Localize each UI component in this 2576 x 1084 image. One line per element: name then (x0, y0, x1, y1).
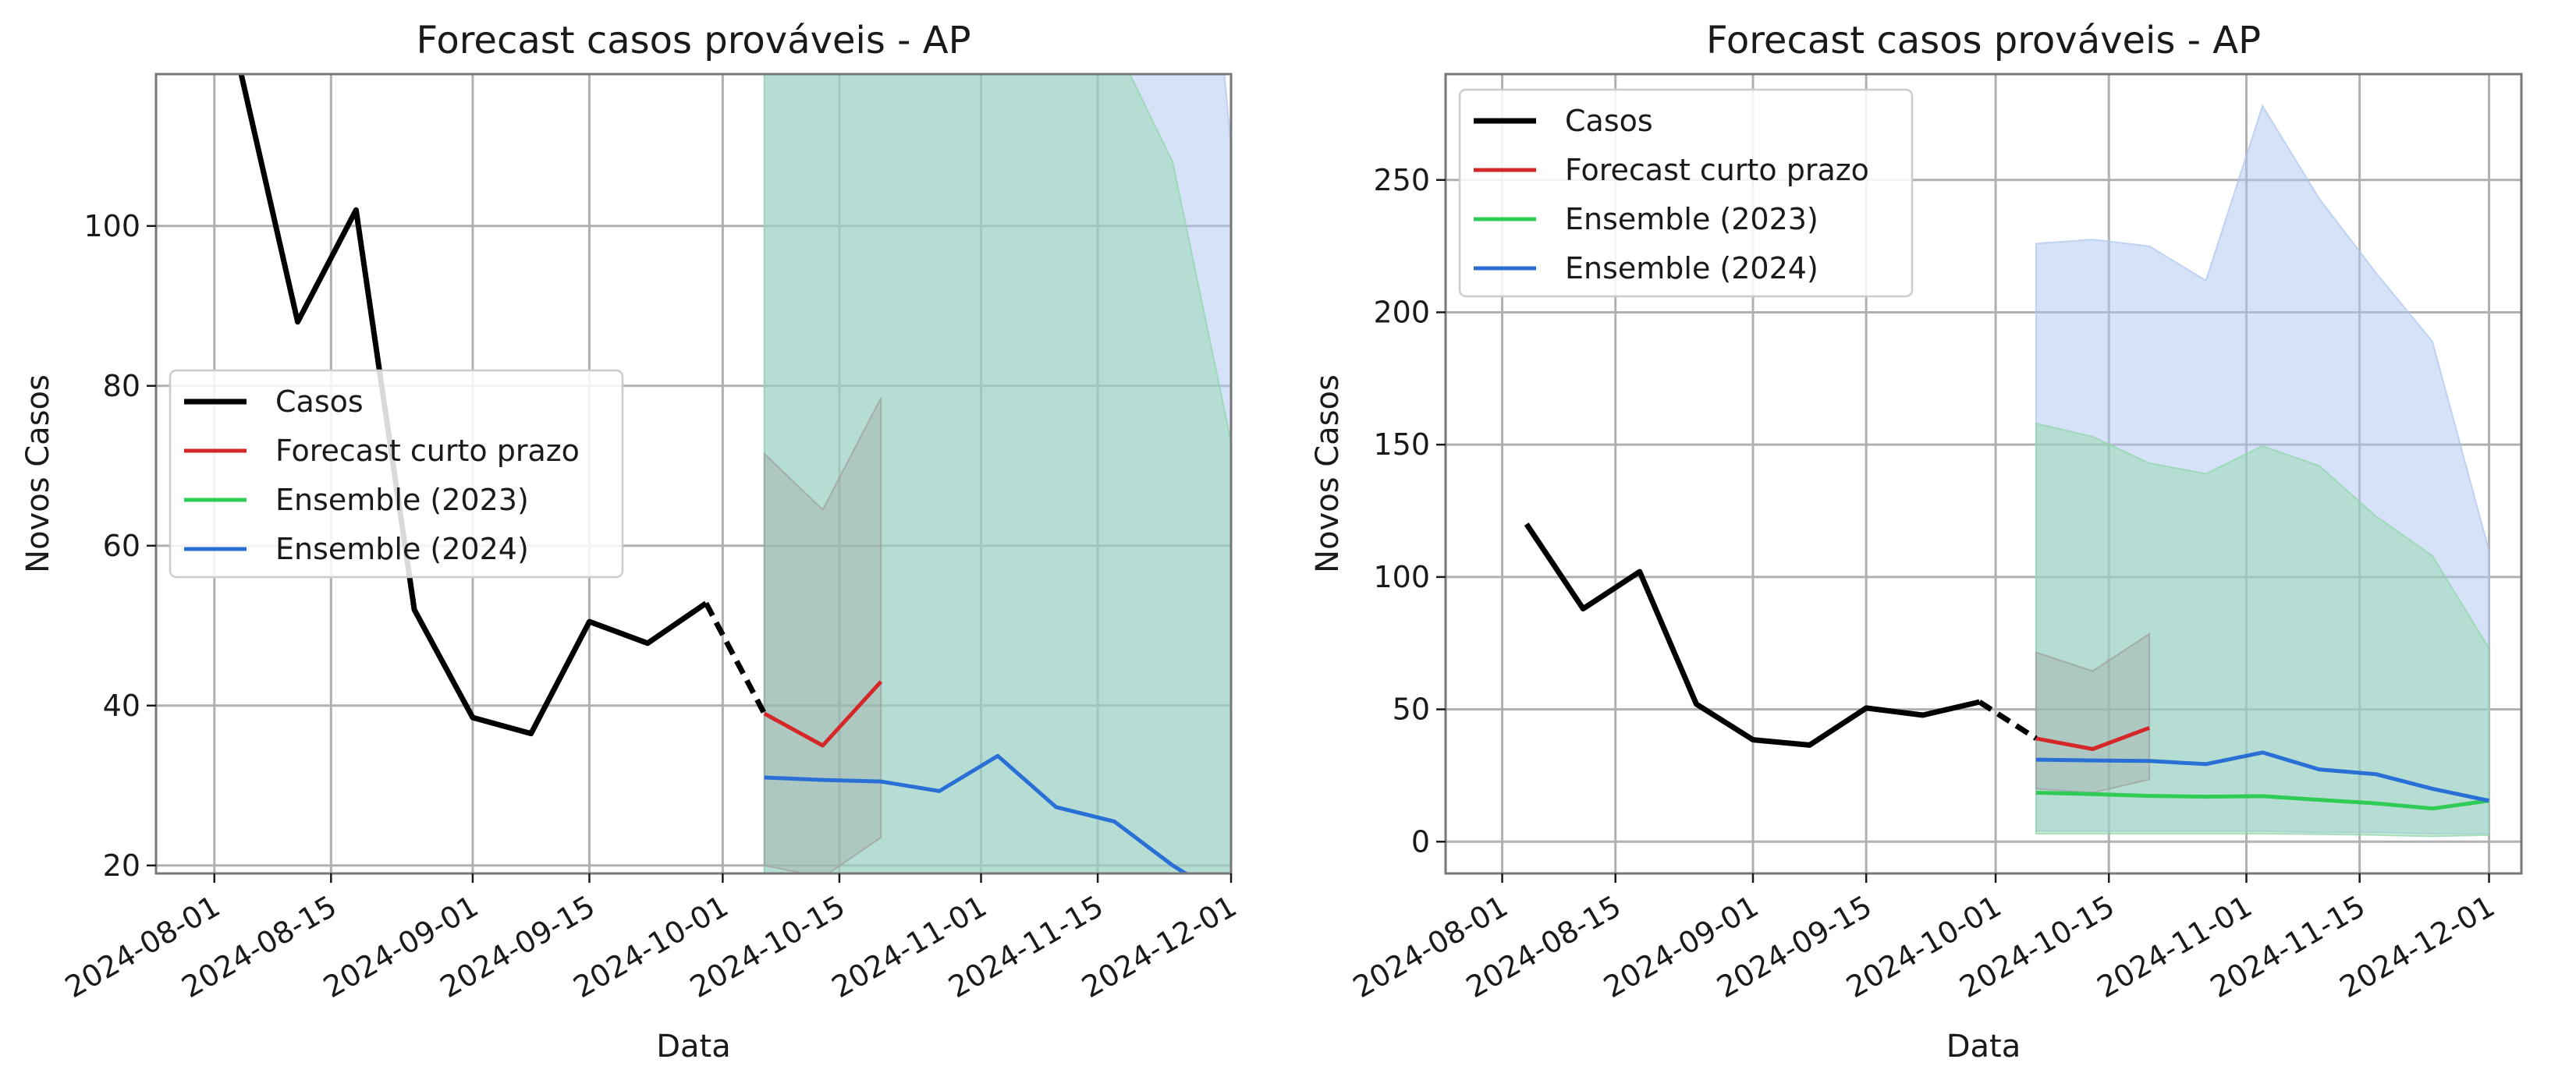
y-tick-label: 100 (1373, 560, 1430, 594)
series-lines (1524, 523, 2490, 811)
y-axis: 20 40 60 80 100 (83, 209, 156, 883)
series-ensemble-2024-line (764, 753, 1190, 873)
legend: Casos Forecast curto prazo Ensemble (2023)… (1458, 88, 1914, 298)
legend: Casos Forecast curto prazo Ensemble (2023)… (169, 369, 624, 579)
x-axis: 2024-08-012024-08-152024-09-012024-09-15… (1347, 873, 2500, 1004)
y-tick-label: 40 (103, 689, 140, 723)
series-casos-line (238, 74, 708, 737)
legend-label-forecast-curto-prazo: Forecast curto prazo (1565, 153, 1869, 187)
chart-title: Forecast casos prováveis - AP (1706, 19, 2261, 62)
legend-label-ensemble-2024: Ensemble (2024) (1565, 251, 1818, 285)
series-forecast-curto-prazo-line (2035, 725, 2150, 751)
y-tick-label: 150 (1373, 427, 1430, 462)
y-axis: 0 50 100 150 200 250 (1373, 163, 1446, 859)
chart-right: 2024-08-012024-08-152024-09-012024-09-15… (1310, 19, 2523, 1065)
series-casos-dashed-line (1978, 700, 2038, 741)
legend-box (169, 369, 624, 579)
series-forecast-curto-prazo-line (763, 680, 883, 748)
y-tick-label: 20 (103, 848, 140, 883)
y-tick-label: 250 (1373, 163, 1430, 197)
legend-label-ensemble-2023: Ensemble (2023) (1565, 202, 1818, 236)
y-tick-label: 200 (1373, 295, 1430, 329)
legend-label-casos: Casos (275, 384, 364, 419)
series-ensemble-2023-line (2035, 791, 2489, 811)
legend-label-casos: Casos (1565, 104, 1653, 138)
y-tick-label: 100 (83, 209, 140, 243)
x-axis: 2024-08-012024-08-152024-09-012024-09-15… (59, 873, 1243, 1004)
y-tick-label: 0 (1411, 824, 1430, 859)
chart-title: Forecast casos prováveis - AP (416, 19, 970, 62)
band-forecast-curto-prazo (763, 397, 882, 873)
axes-frame (1444, 73, 2523, 875)
legend-label-ensemble-2023: Ensemble (2023) (275, 483, 529, 517)
x-axis-label: Data (1946, 1029, 2021, 1065)
confidence-bands (2035, 104, 2490, 838)
legend-box (1458, 88, 1914, 298)
y-tick-label: 60 (103, 529, 140, 563)
x-axis-label: Data (656, 1029, 731, 1065)
legend-label-forecast-curto-prazo: Forecast curto prazo (275, 434, 580, 468)
chart-left: 2024-08-012024-08-152024-09-012024-09-15… (20, 19, 1243, 1065)
y-axis-label: Novos Casos (1310, 374, 1346, 573)
confidence-bands (763, 74, 1231, 873)
series-lines (238, 74, 1190, 873)
legend-label-ensemble-2024: Ensemble (2024) (275, 532, 529, 566)
y-axis-label: Novos Casos (20, 374, 56, 573)
series-casos-line (1524, 523, 1981, 748)
y-tick-label: 50 (1393, 693, 1430, 727)
y-tick-label: 80 (103, 369, 140, 403)
band-forecast-curto-prazo (2035, 632, 2151, 794)
axes-frame (154, 73, 1233, 875)
series-ensemble-2024-line (2035, 750, 2490, 803)
